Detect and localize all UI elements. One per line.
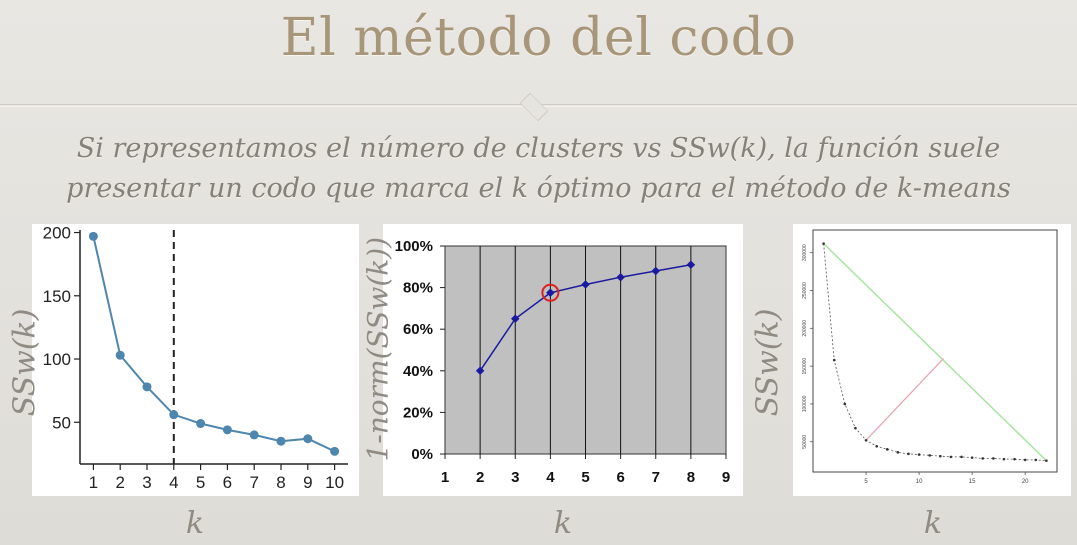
left-elbow-chart: 50 100 150 200 1 2 3 4 5 6 7 8 9 10 bbox=[43, 224, 348, 492]
y-tick-label: 100% bbox=[395, 238, 433, 255]
data-point bbox=[276, 436, 286, 446]
left-chart-panel: 50 100 150 200 1 2 3 4 5 6 7 8 9 10 bbox=[32, 224, 359, 496]
slide-title: El método del codo bbox=[280, 8, 797, 68]
data-point bbox=[222, 425, 232, 435]
data-point bbox=[832, 358, 836, 362]
y-tick-label: 60% bbox=[403, 321, 433, 338]
data-point bbox=[843, 402, 847, 406]
data-point bbox=[928, 454, 931, 457]
x-tick-label: 8 bbox=[276, 473, 285, 492]
middle-y-axis-label: 1-norm(SSw(k)) bbox=[361, 236, 395, 462]
data-point bbox=[885, 448, 889, 451]
right-y-axis-label: SSw(k) bbox=[750, 308, 786, 417]
x-tick-label: 7 bbox=[652, 469, 660, 486]
data-point bbox=[981, 457, 985, 460]
y-tick-label: 200000 bbox=[802, 320, 808, 337]
y-tick-label: 50 bbox=[52, 413, 71, 432]
y-tick-label: 100 bbox=[43, 350, 71, 369]
data-point bbox=[939, 454, 942, 458]
data-point bbox=[115, 350, 125, 360]
y-tick-label: 200 bbox=[43, 224, 71, 243]
y-tick-label: 150000 bbox=[802, 358, 808, 375]
data-point bbox=[1023, 458, 1027, 462]
subtitle-line-1: Si representamos el número de clusters v… bbox=[76, 133, 1001, 164]
x-tick-label: 4 bbox=[169, 473, 178, 492]
y-tick-label: 40% bbox=[403, 363, 433, 380]
data-point bbox=[917, 453, 921, 456]
x-tick-label: 10 bbox=[325, 473, 344, 492]
data-point bbox=[1045, 459, 1048, 462]
data-point bbox=[992, 457, 995, 460]
x-tick-label: 8 bbox=[687, 469, 695, 486]
middle-normalized-chart: 0% 20% 40% 60% 80% 100% 1 2 3 4 5 6 7 8 9 bbox=[395, 238, 731, 486]
x-tick-label: 4 bbox=[546, 469, 555, 486]
data-point bbox=[854, 426, 857, 430]
data-point bbox=[196, 419, 206, 429]
right-chart-panel: 50000 100000 150000 200000 250000 300000 5 10 15… bbox=[793, 224, 1071, 496]
data-point bbox=[1013, 457, 1016, 461]
x-tick-label: 9 bbox=[303, 473, 312, 492]
y-tick-label: 80% bbox=[403, 280, 433, 297]
data-point bbox=[949, 455, 953, 459]
divider-ornament bbox=[519, 92, 549, 122]
x-tick-label: 6 bbox=[223, 473, 232, 492]
data-point bbox=[960, 455, 963, 459]
data-point bbox=[1034, 458, 1038, 462]
right-x-axis-label: k bbox=[923, 506, 943, 541]
right-elbow-chart: 50000 100000 150000 200000 250000 300000 5 10 15… bbox=[802, 229, 1058, 485]
y-tick-label: 0% bbox=[411, 446, 433, 463]
data-point bbox=[169, 410, 179, 420]
data-point bbox=[970, 456, 974, 459]
data-point bbox=[303, 434, 313, 444]
x-tick-label: 9 bbox=[722, 469, 730, 486]
reference-diagonal bbox=[823, 243, 1047, 462]
x-tick-label: 1 bbox=[441, 469, 449, 486]
data-point bbox=[896, 451, 900, 454]
data-point bbox=[822, 242, 825, 245]
data-point bbox=[875, 444, 878, 448]
plot-frame bbox=[812, 229, 1058, 473]
x-tick-label: 1 bbox=[89, 473, 98, 492]
y-tick-label: 300000 bbox=[802, 244, 808, 261]
middle-chart-panel: 0% 20% 40% 60% 80% 100% 1 2 3 4 5 6 7 8 9 bbox=[383, 224, 743, 496]
y-tick-label: 250000 bbox=[802, 282, 808, 299]
y-tick-label: 100000 bbox=[802, 395, 808, 412]
x-tick-label: 20 bbox=[1022, 479, 1029, 485]
series-line bbox=[92, 236, 336, 453]
data-point bbox=[330, 446, 340, 456]
x-tick-label: 15 bbox=[969, 479, 976, 485]
series-line bbox=[823, 243, 1047, 462]
x-tick-label: 3 bbox=[511, 469, 519, 486]
y-tick-label: 20% bbox=[403, 404, 433, 421]
data-point bbox=[249, 430, 259, 440]
elbow-distance-line bbox=[865, 358, 944, 441]
x-tick-label: 3 bbox=[142, 473, 151, 492]
x-tick-label: 6 bbox=[616, 469, 624, 486]
x-tick-label: 2 bbox=[476, 469, 484, 486]
x-tick-label: 10 bbox=[916, 479, 923, 485]
data-point bbox=[475, 366, 485, 376]
subtitle-line-2: presentar un codo que marca el k óptimo … bbox=[66, 173, 1011, 204]
data-point bbox=[88, 231, 98, 241]
left-y-axis-label: SSw(k) bbox=[7, 308, 43, 417]
data-point bbox=[864, 438, 868, 442]
data-point bbox=[1002, 457, 1006, 461]
middle-x-axis-label: k bbox=[553, 506, 573, 541]
x-tick-label: 5 bbox=[581, 469, 589, 486]
y-tick-label: 50000 bbox=[802, 435, 808, 449]
x-tick-label: 7 bbox=[249, 473, 258, 492]
x-tick-label: 2 bbox=[115, 473, 124, 492]
x-tick-label: 5 bbox=[864, 479, 868, 485]
left-x-axis-label: k bbox=[185, 506, 205, 541]
elbow-highlight-circle bbox=[541, 283, 560, 302]
data-point bbox=[142, 382, 152, 392]
y-tick-label: 150 bbox=[43, 287, 71, 306]
x-tick-label: 5 bbox=[196, 473, 205, 492]
data-point bbox=[907, 452, 910, 456]
